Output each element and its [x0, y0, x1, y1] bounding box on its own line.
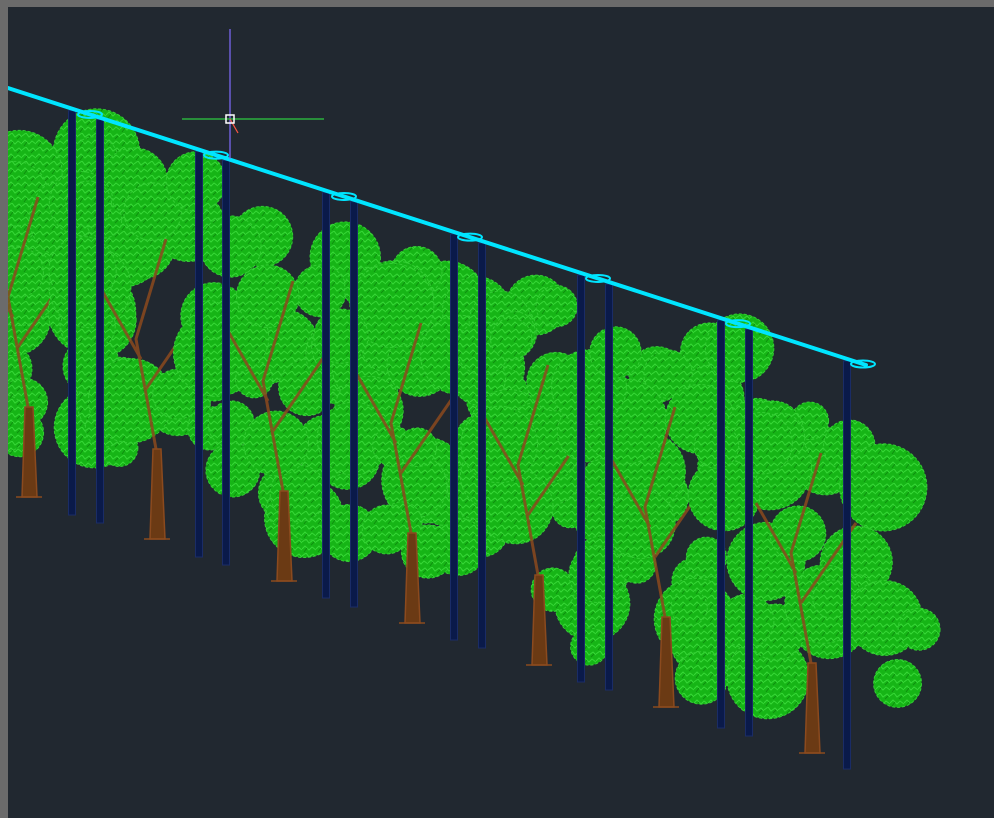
post [96, 119, 104, 524]
crosshair-cursor-icon [182, 29, 324, 159]
top-rail [8, 86, 876, 369]
post-row [68, 110, 851, 770]
post [717, 319, 725, 729]
post [577, 274, 585, 683]
post [450, 233, 458, 641]
post [322, 192, 330, 599]
tree-row [8, 108, 941, 754]
tree-trunk [804, 662, 821, 754]
drawing-viewport[interactable] [8, 7, 994, 818]
post-cap [203, 150, 229, 160]
post-cap [457, 232, 483, 242]
crosshair-z-axis [229, 118, 239, 134]
tree-branches [226, 280, 330, 492]
post-cap [77, 109, 103, 119]
post-cap [585, 273, 611, 283]
rail-line [8, 86, 868, 367]
pickbox [225, 114, 235, 124]
post [478, 242, 486, 649]
model-space-canvas[interactable] [8, 7, 994, 818]
post [745, 328, 753, 737]
tree-branches [354, 322, 458, 534]
post [195, 151, 203, 558]
tree-trunk [149, 448, 166, 540]
post [68, 110, 76, 516]
post [843, 360, 851, 770]
post-cap [725, 319, 751, 329]
post [350, 201, 358, 608]
post [605, 283, 613, 691]
post-cap [331, 191, 357, 201]
post [222, 159, 230, 566]
post-cap [850, 359, 876, 369]
